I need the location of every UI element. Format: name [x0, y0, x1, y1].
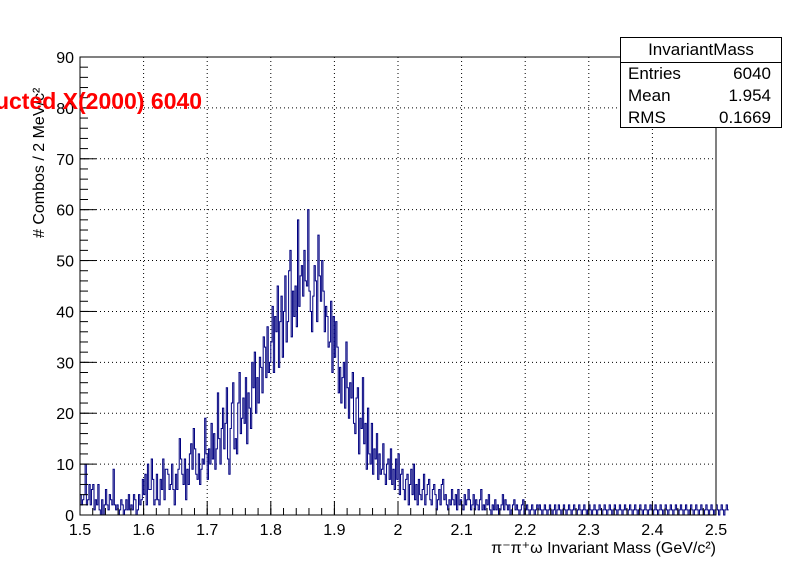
mean-value: 1.954: [728, 86, 771, 105]
x-tick-label: 2.2: [514, 522, 536, 539]
y-tick-label: 70: [56, 152, 74, 169]
stats-title: InvariantMass: [621, 38, 781, 63]
y-tick-labels: 0 10 20 30 40 50 60 70 80 90: [56, 50, 74, 525]
y-tick-label: 0: [65, 508, 74, 525]
x-tick-label: 2.1: [450, 522, 472, 539]
histogram-series: [79, 209, 729, 516]
mean-label: Mean: [628, 86, 671, 105]
stats-row-rms: RMS 0.1669: [621, 107, 781, 129]
x-tick-label: 1.5: [69, 522, 91, 539]
x-tick-label: 1.6: [132, 522, 154, 539]
y-tick-label: 10: [56, 457, 74, 474]
y-tick-label: 50: [56, 254, 74, 271]
grid-lines: [80, 57, 716, 515]
overlay-annotation: ructed X(2000) 6040: [0, 88, 203, 114]
x-tick-label: 1.7: [196, 522, 218, 539]
y-tick-label: 60: [56, 203, 74, 220]
stats-row-entries: Entries 6040: [621, 63, 781, 85]
y-tick-label: 30: [56, 355, 74, 372]
entries-value: 6040: [733, 64, 771, 83]
x-tick-label: 2.4: [641, 522, 663, 539]
entries-label: Entries: [628, 64, 681, 83]
rms-label: RMS: [628, 108, 666, 127]
x-tick-label: 2.3: [578, 522, 600, 539]
x-tick-labels: 1.5 1.6 1.7 1.8 1.9 2 2.1 2.2 2.3 2.4 2.5: [69, 522, 727, 539]
x-tick-label: 1.9: [323, 522, 345, 539]
y-tick-label: 20: [56, 406, 74, 423]
stats-box: InvariantMass Entries 6040 Mean 1.954 RM…: [620, 37, 782, 128]
stats-row-mean: Mean 1.954: [621, 85, 781, 107]
y-axis-title: # Combos / 2 MeV/c²: [31, 87, 48, 238]
axis-ticks: [79, 56, 717, 516]
x-tick-label: 2.5: [705, 522, 727, 539]
y-tick-label: 80: [56, 101, 74, 118]
x-tick-label: 2: [394, 522, 403, 539]
rms-value: 0.1669: [719, 108, 771, 127]
x-tick-label: 1.8: [260, 522, 282, 539]
x-axis-title: π⁻π⁺ω Invariant Mass (GeV/c²): [491, 540, 716, 557]
y-tick-label: 40: [56, 304, 74, 321]
y-tick-label: 90: [56, 50, 74, 67]
